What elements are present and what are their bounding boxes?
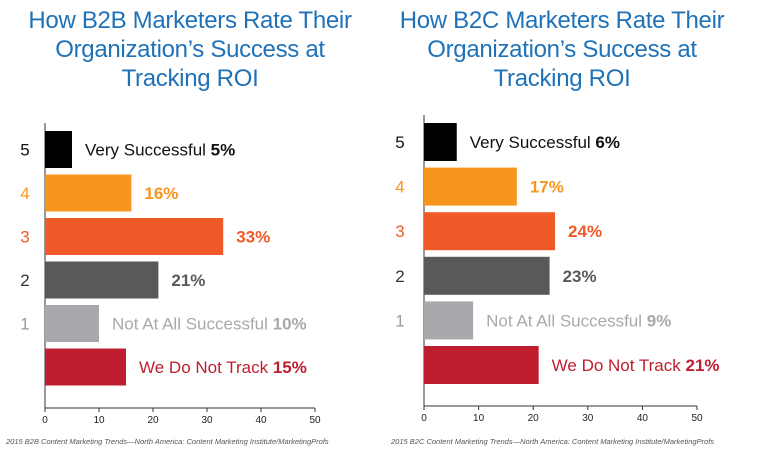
b2c-category-label: 5 [395, 133, 404, 152]
b2c-bar [424, 167, 517, 206]
b2c-x-tick-label: 0 [421, 413, 427, 424]
b2b-bar [45, 131, 72, 168]
b2b-category-label: 2 [20, 271, 29, 290]
b2b-chart: 0 10 20 30 40 50 5 Very Successful 5% 4 16% 3 33% 2 2… [20, 123, 321, 426]
b2b-category-label: 4 [20, 184, 29, 203]
b2b-bar-label: 21% [171, 271, 205, 290]
b2c-bar [424, 123, 457, 161]
b2c-x-tick-label: 10 [473, 413, 485, 424]
b2c-category-label: 3 [395, 222, 404, 241]
b2c-x-tick-label: 40 [637, 413, 649, 424]
b2c-category-label: 4 [395, 178, 404, 197]
b2b-x-tick-label: 20 [147, 415, 159, 426]
b2c-x-tick-label: 50 [691, 413, 703, 424]
b2c-bar [424, 346, 539, 384]
b2b-bar [45, 261, 159, 299]
b2c-bar [424, 212, 556, 251]
b2c-x-tick-label: 30 [582, 413, 594, 424]
b2c-bar-label: Not At All Successful 9% [486, 311, 671, 330]
b2b-bar [45, 174, 132, 212]
b2c-chart-title: How B2C Marketers Rate Their Organizatio… [399, 7, 725, 92]
b2b-bar [45, 305, 99, 342]
b2c-bar-label: Very Successful 6% [470, 133, 620, 152]
b2c-category-label: 2 [395, 267, 404, 286]
b2b-bar-label: Not At All Successful 10% [112, 315, 307, 334]
b2b-bar [45, 348, 126, 386]
b2c-bar-label: 23% [563, 267, 597, 286]
b2c-bar-label: We Do Not Track 21% [552, 356, 720, 375]
b2b-bar-label: 16% [144, 184, 178, 203]
b2b-source-note: 2015 B2B Content Marketing Trends—North … [6, 437, 329, 446]
b2c-bar [424, 301, 474, 340]
b2c-chart: 0 10 20 30 40 50 5 Very Successful 6% 4 17% 3 24% 2 2… [395, 115, 720, 424]
b2c-category-label: 1 [395, 311, 404, 330]
b2c-x-tick-label: 20 [528, 413, 540, 424]
b2b-bar-label: We Do Not Track 15% [139, 358, 307, 377]
b2b-bar-label: 33% [236, 228, 270, 247]
b2b-category-label: 1 [20, 315, 29, 334]
b2c-bar-label: 24% [568, 222, 602, 241]
b2b-x-tick-label: 50 [309, 415, 321, 426]
b2c-bar-label: 17% [530, 178, 564, 197]
b2c-bar [424, 256, 550, 295]
b2b-chart-title: How B2B Marketers Rate Their Organizatio… [28, 7, 352, 92]
b2b-category-label: 5 [20, 141, 29, 160]
b2c-source-note: 2015 B2C Content Marketing Trends—North … [391, 437, 715, 446]
b2b-x-tick-label: 30 [201, 415, 213, 426]
b2b-bar-label: Very Successful 5% [85, 141, 235, 160]
b2b-category-label: 3 [20, 228, 29, 247]
b2b-x-tick-label: 10 [93, 415, 105, 426]
b2b-x-tick-label: 40 [255, 415, 267, 426]
b2b-x-tick-label: 0 [42, 415, 48, 426]
b2b-bar [45, 218, 224, 255]
